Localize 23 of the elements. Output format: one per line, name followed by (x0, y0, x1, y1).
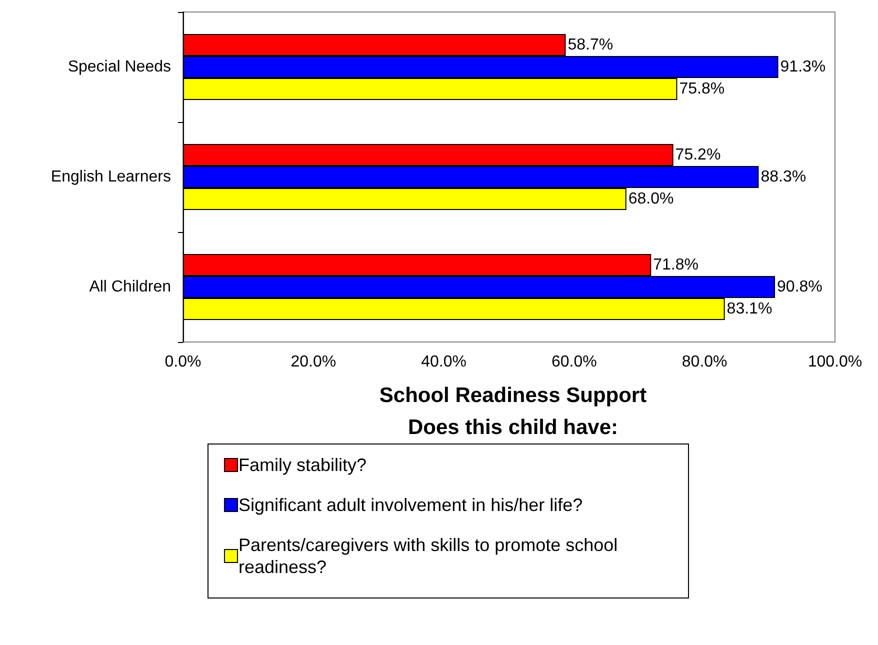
x-tick-label: 0.0% (164, 354, 202, 370)
data-label: 58.7% (568, 36, 614, 54)
y-tick-label: Special Needs (68, 58, 171, 76)
x-tick-label: 20.0% (290, 354, 336, 370)
data-label: 68.0% (628, 190, 674, 208)
data-label: 71.8% (653, 256, 699, 274)
text: School Readiness Support (379, 384, 647, 407)
x-tick-label: 80.0% (682, 354, 728, 370)
data-label: 91.3% (780, 58, 826, 76)
legend-label: Significant adult involvement in his/her life? (238, 495, 583, 515)
x-tick-label: 40.0% (421, 354, 466, 370)
data-label: 83.1% (726, 300, 772, 318)
text: Does this child have: (408, 416, 618, 439)
legend-label: Parents/caregivers with skills to promote school readiness? (238, 535, 623, 577)
data-label: 75.8% (679, 80, 725, 98)
x-tick-label: 60.0% (552, 354, 597, 370)
data-label: 90.8% (777, 278, 822, 296)
legend-label: Family stability? (238, 455, 367, 475)
y-tick-label: All Children (89, 278, 171, 296)
data-label: 75.2% (675, 146, 721, 164)
x-tick-label: 100.0% (808, 354, 862, 370)
y-tick-label: English Learners (50, 168, 171, 186)
data-label: 88.3% (760, 168, 806, 186)
